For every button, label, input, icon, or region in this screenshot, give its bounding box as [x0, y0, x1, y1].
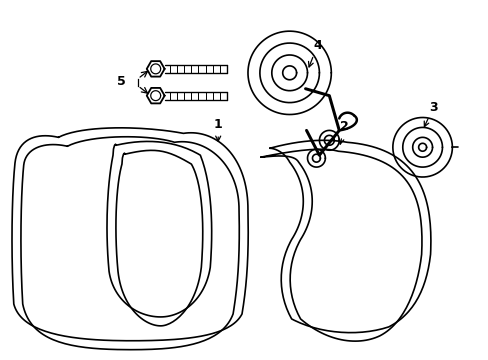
Text: 4: 4	[308, 39, 321, 67]
Text: 5: 5	[117, 75, 126, 88]
Text: 1: 1	[213, 118, 222, 141]
Text: 2: 2	[338, 120, 348, 144]
Text: 3: 3	[424, 100, 437, 127]
